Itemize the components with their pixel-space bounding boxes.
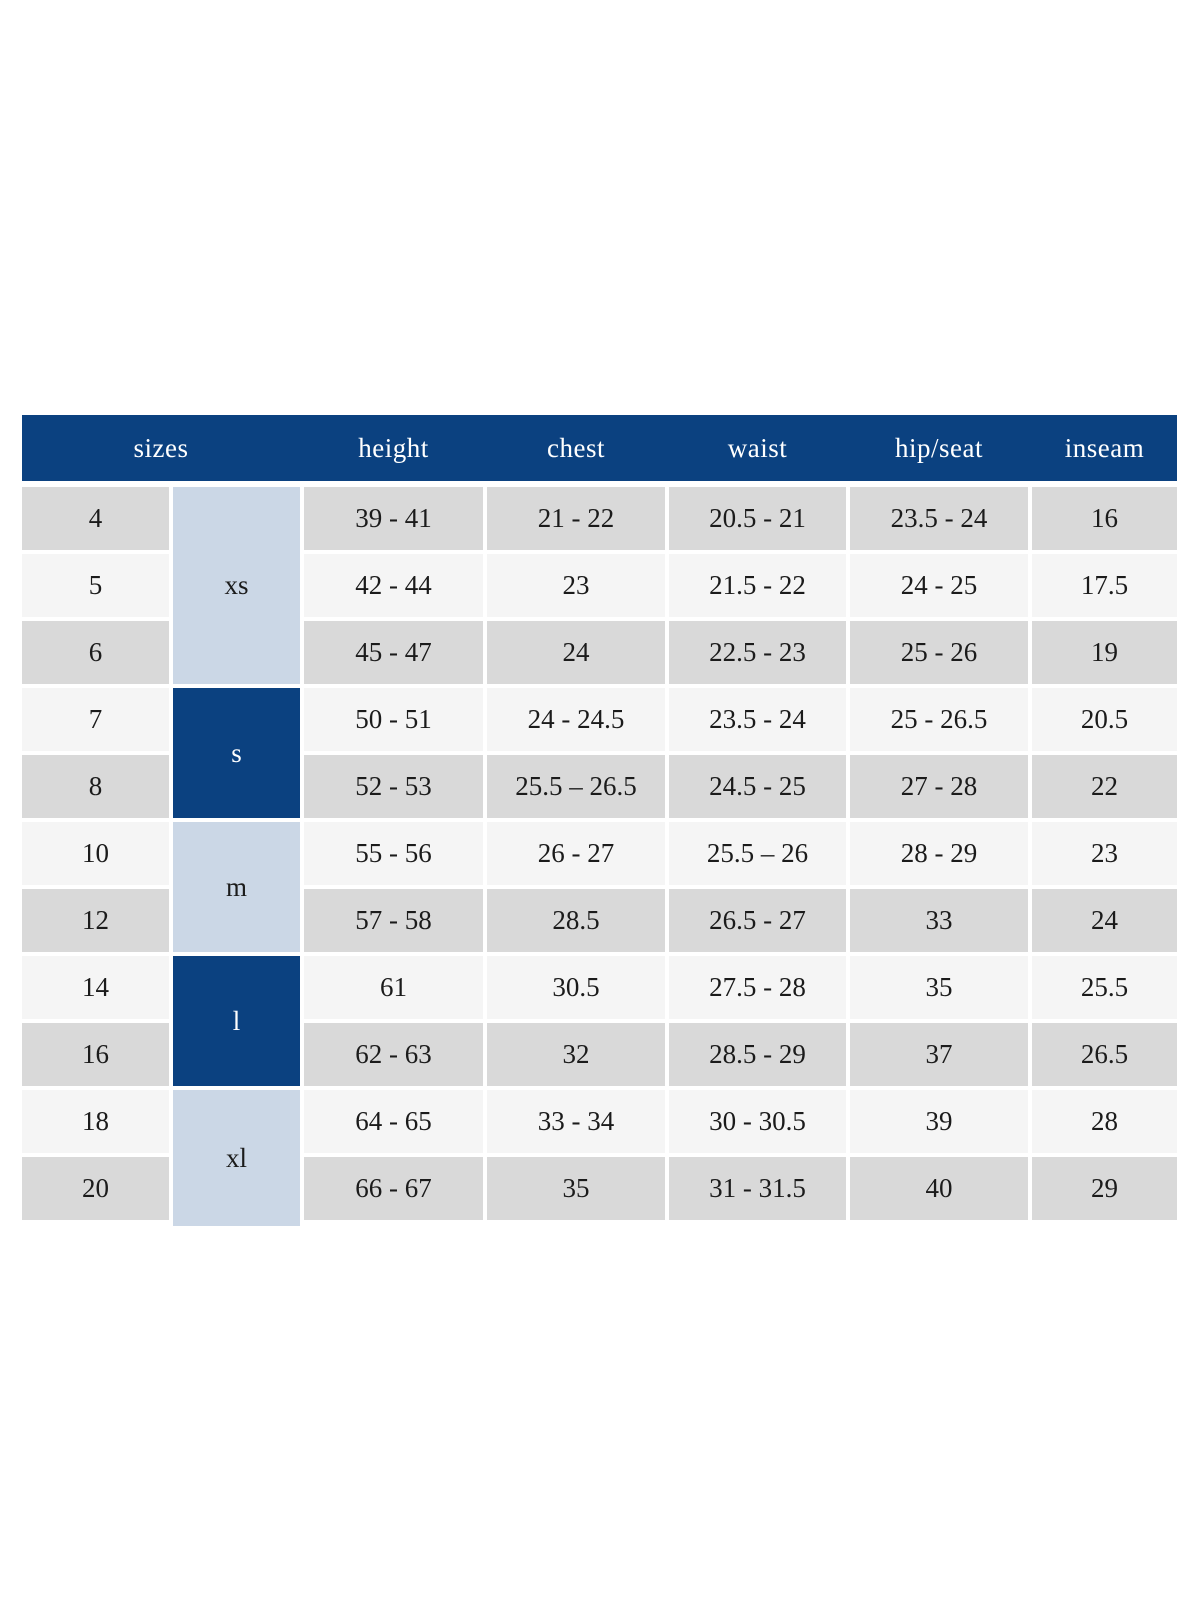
group-cell-m: m bbox=[173, 822, 300, 952]
size-cell: 16 bbox=[22, 1023, 169, 1086]
waist-cell: 25.5 – 26 bbox=[669, 822, 846, 885]
height-cell: 66 - 67 bbox=[304, 1157, 483, 1220]
waist-cell: 31 - 31.5 bbox=[669, 1157, 846, 1220]
column-header-hip-seat: hip/seat bbox=[895, 432, 983, 463]
height-cell: 52 - 53 bbox=[304, 755, 483, 818]
size-cell: 12 bbox=[22, 889, 169, 952]
height-cell: 64 - 65 bbox=[304, 1090, 483, 1153]
size-cell: 7 bbox=[22, 688, 169, 751]
chest-cell: 28.5 bbox=[487, 889, 665, 952]
height-cell: 62 - 63 bbox=[304, 1023, 483, 1086]
group-cell-l: l bbox=[173, 956, 300, 1086]
chest-cell: 26 - 27 bbox=[487, 822, 665, 885]
hip-seat-cell: 40 bbox=[850, 1157, 1028, 1220]
hip-seat-cell: 35 bbox=[850, 956, 1028, 1019]
hip-seat-cell: 37 bbox=[850, 1023, 1028, 1086]
chest-cell: 25.5 – 26.5 bbox=[487, 755, 665, 818]
size-cell: 4 bbox=[22, 487, 169, 550]
hip-seat-cell: 25 - 26 bbox=[850, 621, 1028, 684]
height-cell: 42 - 44 bbox=[304, 554, 483, 617]
hip-seat-cell: 25 - 26.5 bbox=[850, 688, 1028, 751]
inseam-cell: 16 bbox=[1032, 487, 1177, 550]
group-cell-xl: xl bbox=[173, 1090, 300, 1226]
chest-cell: 32 bbox=[487, 1023, 665, 1086]
group-cell-s: s bbox=[173, 688, 300, 818]
hip-seat-cell: 28 - 29 bbox=[850, 822, 1028, 885]
height-cell: 50 - 51 bbox=[304, 688, 483, 751]
chest-cell: 30.5 bbox=[487, 956, 665, 1019]
column-header-inseam: inseam bbox=[1064, 432, 1145, 463]
waist-cell: 26.5 - 27 bbox=[669, 889, 846, 952]
inseam-cell: 22 bbox=[1032, 755, 1177, 818]
inseam-cell: 29 bbox=[1032, 1157, 1177, 1220]
waist-cell: 20.5 - 21 bbox=[669, 487, 846, 550]
inseam-cell: 25.5 bbox=[1032, 956, 1177, 1019]
inseam-cell: 26.5 bbox=[1032, 1023, 1177, 1086]
inseam-cell: 17.5 bbox=[1032, 554, 1177, 617]
hip-seat-cell: 39 bbox=[850, 1090, 1028, 1153]
chest-cell: 21 - 22 bbox=[487, 487, 665, 550]
chest-cell: 33 - 34 bbox=[487, 1090, 665, 1153]
hip-seat-cell: 24 - 25 bbox=[850, 554, 1028, 617]
height-cell: 57 - 58 bbox=[304, 889, 483, 952]
height-cell: 61 bbox=[304, 956, 483, 1019]
size-cell: 20 bbox=[22, 1157, 169, 1220]
table-body: 4 39 - 41 21 - 22 20.5 - 21 23.5 - 24 16 5 42 -… bbox=[22, 487, 1177, 1226]
chest-cell: 35 bbox=[487, 1157, 665, 1220]
waist-cell: 30 - 30.5 bbox=[669, 1090, 846, 1153]
column-header-height: height bbox=[358, 432, 429, 463]
waist-cell: 21.5 - 22 bbox=[669, 554, 846, 617]
height-cell: 39 - 41 bbox=[304, 487, 483, 550]
height-cell: 55 - 56 bbox=[304, 822, 483, 885]
waist-cell: 23.5 - 24 bbox=[669, 688, 846, 751]
waist-cell: 24.5 - 25 bbox=[669, 755, 846, 818]
column-header-chest: chest bbox=[547, 432, 605, 463]
group-cell-xs: xs bbox=[173, 487, 300, 684]
inseam-cell: 23 bbox=[1032, 822, 1177, 885]
hip-seat-cell: 27 - 28 bbox=[850, 755, 1028, 818]
height-cell: 45 - 47 bbox=[304, 621, 483, 684]
column-header-sizes: sizes bbox=[133, 432, 189, 463]
chest-cell: 24 bbox=[487, 621, 665, 684]
waist-cell: 22.5 - 23 bbox=[669, 621, 846, 684]
inseam-cell: 20.5 bbox=[1032, 688, 1177, 751]
size-cell: 14 bbox=[22, 956, 169, 1019]
column-header-waist: waist bbox=[727, 432, 788, 463]
inseam-cell: 24 bbox=[1032, 889, 1177, 952]
size-chart-table: sizes height chest waist hip/seat inseam… bbox=[22, 415, 1177, 1226]
size-cell: 8 bbox=[22, 755, 169, 818]
inseam-cell: 28 bbox=[1032, 1090, 1177, 1153]
chest-cell: 23 bbox=[487, 554, 665, 617]
waist-cell: 27.5 - 28 bbox=[669, 956, 846, 1019]
waist-cell: 28.5 - 29 bbox=[669, 1023, 846, 1086]
inseam-cell: 19 bbox=[1032, 621, 1177, 684]
size-cell: 5 bbox=[22, 554, 169, 617]
hip-seat-cell: 23.5 - 24 bbox=[850, 487, 1028, 550]
size-cell: 10 bbox=[22, 822, 169, 885]
table-header: sizes height chest waist hip/seat inseam bbox=[22, 415, 1177, 481]
hip-seat-cell: 33 bbox=[850, 889, 1028, 952]
size-cell: 18 bbox=[22, 1090, 169, 1153]
size-cell: 6 bbox=[22, 621, 169, 684]
chest-cell: 24 - 24.5 bbox=[487, 688, 665, 751]
